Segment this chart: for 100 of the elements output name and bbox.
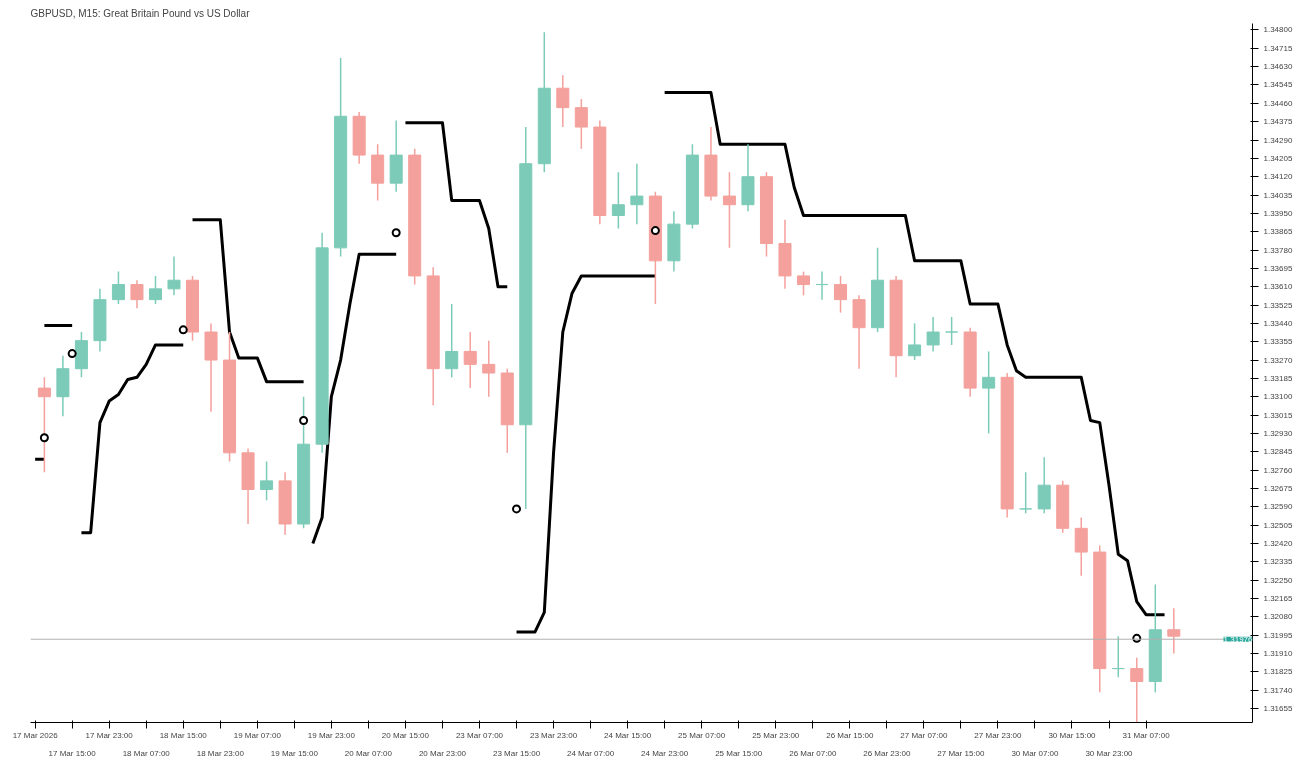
y-tick-label: 1.33355 <box>1263 337 1293 347</box>
chart-title: GBPUSD, M15: Great Britain Pound vs US Dollar <box>30 7 251 19</box>
candlestick <box>1074 516 1088 577</box>
x-tick-label: 25 Mar 23:00 <box>752 730 800 740</box>
y-tick-label: 1.34035 <box>1263 190 1293 200</box>
x-tick-label: 17 Mar 2026 <box>12 730 59 740</box>
y-tick-label: 1.32675 <box>1263 483 1293 493</box>
candlestick <box>260 460 274 502</box>
y-tick-label: 1.32335 <box>1263 557 1293 567</box>
candlestick <box>37 376 51 473</box>
x-tick-label: 18 Mar 07:00 <box>122 748 171 758</box>
point <box>299 415 309 425</box>
x-tick-label: 31 Mar 07:00 <box>1122 730 1171 740</box>
x-tick-label: 17 Mar 15:00 <box>48 748 97 758</box>
y-tick-label: 1.33695 <box>1263 263 1293 273</box>
y-tick-label: 1.31740 <box>1263 685 1293 695</box>
y-tick-label: 1.33950 <box>1263 208 1293 218</box>
x-tick-label: 30 Mar 15:00 <box>1048 730 1097 740</box>
candlestick <box>148 275 162 305</box>
point <box>512 504 522 514</box>
x-tick-label: 20 Mar 23:00 <box>418 748 467 758</box>
x-tick-label: 23 Mar 23:00 <box>529 730 578 740</box>
x-tick-label: 30 Mar 23:00 <box>1085 748 1134 758</box>
candlestick <box>796 270 811 297</box>
x-tick-label: 19 Mar 23:00 <box>307 730 356 740</box>
y-tick-label: 1.32165 <box>1263 593 1293 603</box>
candlestick <box>611 171 625 230</box>
y-tick-label: 1.33270 <box>1263 355 1293 365</box>
x-tick-label: 30 Mar 07:00 <box>1011 748 1060 758</box>
candlestick <box>482 339 496 398</box>
candlestick <box>815 270 829 301</box>
y-tick-label: 1.31825 <box>1263 667 1293 677</box>
y-tick-label: 1.33525 <box>1263 300 1293 310</box>
y-tick-label: 1.33015 <box>1263 410 1293 420</box>
x-tick-label: 25 Mar 15:00 <box>715 748 763 758</box>
point <box>650 226 660 236</box>
y-tick-label: 1.32080 <box>1263 612 1293 622</box>
y-tick-label: 1.31995 <box>1263 630 1293 640</box>
x-tick-label: 26 Mar 23:00 <box>863 748 911 758</box>
candlestick <box>1111 635 1125 678</box>
x-tick-label: 24 Mar 23:00 <box>641 748 689 758</box>
x-tick-label: 19 Mar 15:00 <box>270 748 319 758</box>
x-tick-label: 27 Mar 15:00 <box>937 748 986 758</box>
candlestick <box>630 162 644 225</box>
x-tick-label: 27 Mar 07:00 <box>900 730 948 740</box>
y-tick-label: 1.34205 <box>1263 153 1293 163</box>
candlestick <box>463 331 477 389</box>
y-tick-label: 1.34290 <box>1263 135 1293 145</box>
y-tick-label: 1.33780 <box>1263 245 1293 255</box>
candlestick <box>111 270 125 305</box>
y-tick-label: 1.33610 <box>1263 282 1293 292</box>
y-tick-label: 1.32420 <box>1263 538 1293 548</box>
y-tick-label: 1.32250 <box>1263 575 1293 585</box>
y-tick-label: 1.33865 <box>1263 227 1293 237</box>
candlestick <box>908 322 922 361</box>
y-tick-label: 1.34460 <box>1263 98 1293 108</box>
y-tick-label: 1.32930 <box>1263 428 1293 438</box>
candlestick <box>1130 657 1144 723</box>
ref-line-label: 1.31976 <box>1223 634 1254 644</box>
candlestick <box>722 171 736 249</box>
candlestick <box>130 279 144 310</box>
y-tick-label: 1.34715 <box>1263 43 1293 53</box>
candlestick <box>945 316 959 346</box>
x-tick-label: 24 Mar 15:00 <box>604 730 652 740</box>
candlestick <box>445 303 459 379</box>
candlestick <box>574 98 588 150</box>
x-tick-label: 18 Mar 15:00 <box>159 730 208 740</box>
x-tick-label: 23 Mar 15:00 <box>492 748 541 758</box>
y-tick-label: 1.34375 <box>1263 117 1293 127</box>
x-tick-label: 17 Mar 23:00 <box>85 730 134 740</box>
x-tick-label: 18 Mar 23:00 <box>196 748 245 758</box>
candlestick <box>982 350 996 435</box>
x-tick-label: 26 Mar 15:00 <box>826 730 874 740</box>
point <box>178 325 188 335</box>
candlestick <box>1037 456 1051 514</box>
candlestick <box>926 316 940 353</box>
x-tick-label: 20 Mar 15:00 <box>381 730 430 740</box>
candlestick <box>1167 607 1181 655</box>
x-tick-label: 27 Mar 23:00 <box>974 730 1023 740</box>
x-tick-label: 26 Mar 07:00 <box>789 748 837 758</box>
y-tick-label: 1.31910 <box>1263 648 1293 658</box>
candlestick <box>556 74 570 128</box>
y-tick-label: 1.33440 <box>1263 318 1293 328</box>
y-tick-label: 1.32760 <box>1263 465 1293 475</box>
point <box>67 349 77 359</box>
x-tick-label: 24 Mar 07:00 <box>567 748 615 758</box>
x-tick-label: 20 Mar 07:00 <box>344 748 393 758</box>
x-tick-label: 23 Mar 07:00 <box>455 730 504 740</box>
y-tick-label: 1.31655 <box>1263 703 1293 713</box>
y-tick-label: 1.32845 <box>1263 447 1293 457</box>
point <box>391 228 401 238</box>
y-tick-label: 1.34120 <box>1263 172 1293 182</box>
candlestick <box>834 275 848 314</box>
x-tick-label: 25 Mar 07:00 <box>678 730 726 740</box>
y-tick-label: 1.33100 <box>1263 392 1293 402</box>
point <box>39 433 49 443</box>
y-tick-label: 1.34545 <box>1263 80 1293 90</box>
candlestick <box>167 255 181 297</box>
y-tick-label: 1.32590 <box>1263 502 1293 512</box>
y-tick-label: 1.33185 <box>1263 373 1293 383</box>
